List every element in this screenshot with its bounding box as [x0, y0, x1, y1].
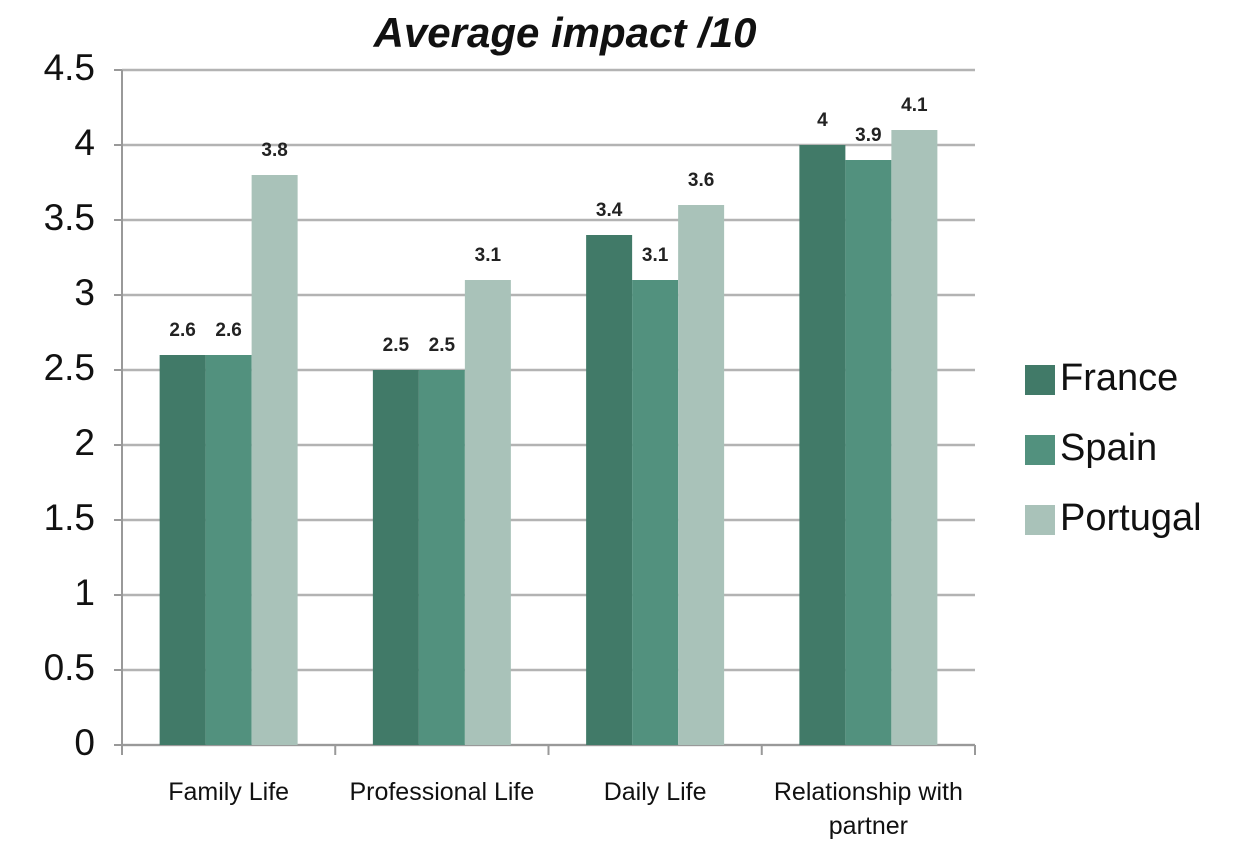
y-tick-label: 1.5 — [44, 497, 95, 538]
bar — [678, 205, 725, 745]
data-label: 2.5 — [429, 335, 456, 356]
x-tick-label: Professional Life — [349, 778, 535, 806]
bar — [418, 370, 465, 745]
data-label: 2.6 — [169, 320, 195, 341]
legend-swatch — [1025, 365, 1055, 395]
bar — [845, 160, 892, 745]
legend-label: Spain — [1060, 427, 1157, 469]
x-tick-label: Family Life — [168, 778, 290, 806]
legend-swatch — [1025, 435, 1055, 465]
bar — [205, 355, 252, 745]
legend-label: Portugal — [1060, 497, 1202, 539]
data-label: 3.1 — [475, 245, 502, 266]
x-tick-label: Relationship with partner — [773, 778, 963, 840]
y-tick-label: 2 — [74, 422, 95, 463]
y-tick-label: 0 — [74, 722, 95, 763]
bar — [159, 355, 206, 745]
y-tick-label: 4 — [74, 122, 95, 163]
legend-label: France — [1060, 357, 1178, 399]
data-label: 3.9 — [855, 125, 881, 146]
y-tick-label: 1 — [74, 572, 95, 613]
data-label: 4 — [817, 110, 828, 131]
bar — [464, 280, 511, 745]
y-tick-label: 2.5 — [44, 347, 95, 388]
bar — [372, 370, 419, 745]
y-tick-label: 4.5 — [44, 47, 95, 88]
data-label: 4.1 — [901, 95, 928, 116]
x-tick-label: Daily Life — [603, 778, 707, 806]
bar — [251, 175, 298, 745]
chart-title: Average impact /10 — [373, 9, 757, 56]
data-label: 3.1 — [642, 245, 669, 266]
y-tick-label: 3 — [74, 272, 95, 313]
y-tick-label: 0.5 — [44, 647, 95, 688]
bar — [891, 130, 938, 745]
data-label: 2.6 — [215, 320, 241, 341]
legend-swatch — [1025, 505, 1055, 535]
bar — [632, 280, 679, 745]
data-label: 2.5 — [383, 335, 410, 356]
bar — [799, 145, 846, 745]
data-label: 3.6 — [688, 170, 714, 191]
bar — [586, 235, 633, 745]
data-label: 3.8 — [261, 140, 287, 161]
y-tick-label: 3.5 — [44, 197, 95, 238]
data-label: 3.4 — [596, 200, 623, 221]
